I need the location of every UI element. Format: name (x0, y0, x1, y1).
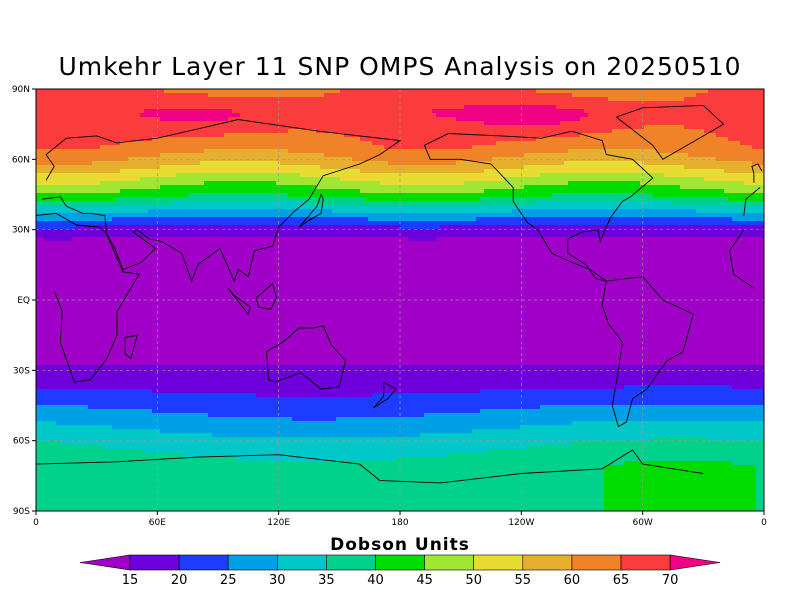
coastline-5 (266, 325, 346, 390)
coastline-2 (616, 104, 725, 160)
colorbar-title: Dobson Units (330, 535, 470, 555)
coastline-12 (124, 334, 138, 360)
coastline-6 (36, 449, 704, 484)
coastline-10 (227, 288, 251, 316)
colorbar-swatch (473, 554, 524, 571)
colorbar-swatch (227, 554, 278, 571)
lat-tick-label: 60S (13, 437, 30, 447)
lon-tick-label: 60W (632, 518, 652, 528)
colorbar-swatch (375, 554, 425, 571)
colorbar-swatch (424, 554, 475, 571)
colorbar-swatch (129, 554, 180, 571)
colorbar-label: 15 (122, 573, 139, 588)
coastline-3 (423, 130, 654, 282)
colorbar-swatch (326, 554, 376, 571)
colorbar-swatch (522, 554, 573, 571)
lon-tick-label: 0 (761, 518, 767, 528)
colorbar-label: 65 (613, 573, 630, 588)
colorbar-arrow-left (79, 554, 131, 571)
colorbar-label: 20 (171, 573, 188, 588)
lat-tick-label: 30S (13, 366, 30, 376)
coastline-7 (298, 193, 324, 228)
colorbar-label: 70 (662, 573, 679, 588)
colorbar-label: 60 (564, 573, 581, 588)
lat-tick-label: 60N (12, 155, 30, 165)
lon-tick-label: 180 (391, 518, 408, 528)
lat-tick-label: 90S (13, 507, 30, 517)
lon-tick-label: 60E (149, 518, 166, 528)
colorbar-swatch (620, 554, 671, 571)
colorbar: 15 20 25 30 35 40 45 50 55 60 65 70 (79, 554, 721, 588)
colorbar-label: 40 (367, 573, 384, 588)
map-title: Umkehr Layer 11 SNP OMPS Analysis on 202… (58, 52, 742, 81)
colorbar-label: 35 (318, 573, 335, 588)
colorbar-label: 55 (515, 573, 532, 588)
coastline-11 (373, 381, 397, 409)
coastline-1 (42, 119, 761, 283)
colorbar-swatch (571, 554, 622, 571)
coastline-0 (36, 212, 755, 383)
coastlines (36, 104, 763, 484)
colorbar-swatch (276, 554, 327, 571)
colorbar-arrow-right (669, 554, 721, 571)
grid-lines (36, 89, 764, 511)
coastline-9 (255, 282, 278, 310)
colorbar-swatch (178, 554, 229, 571)
colorbar-label: 50 (465, 573, 482, 588)
coastline-4 (601, 276, 694, 428)
colorbar-label: 25 (220, 573, 237, 588)
colorbar-label: 30 (269, 573, 286, 588)
lat-ticks: 90N 60N 30N EQ 30S 60S 90S (12, 85, 36, 517)
colorbar-label: 45 (416, 573, 433, 588)
lat-tick-label: EQ (17, 296, 30, 306)
ozone-field (36, 89, 764, 511)
lat-tick-label: 30N (12, 226, 30, 236)
lon-tick-label: 0 (33, 518, 39, 528)
lat-tick-label: 90N (12, 85, 30, 95)
lon-tick-label: 120W (508, 518, 534, 528)
lon-ticks: 0 60E 120E 180 120W 60W 0 (33, 511, 767, 528)
coastline-8 (751, 163, 763, 183)
lon-tick-label: 120E (267, 518, 290, 528)
